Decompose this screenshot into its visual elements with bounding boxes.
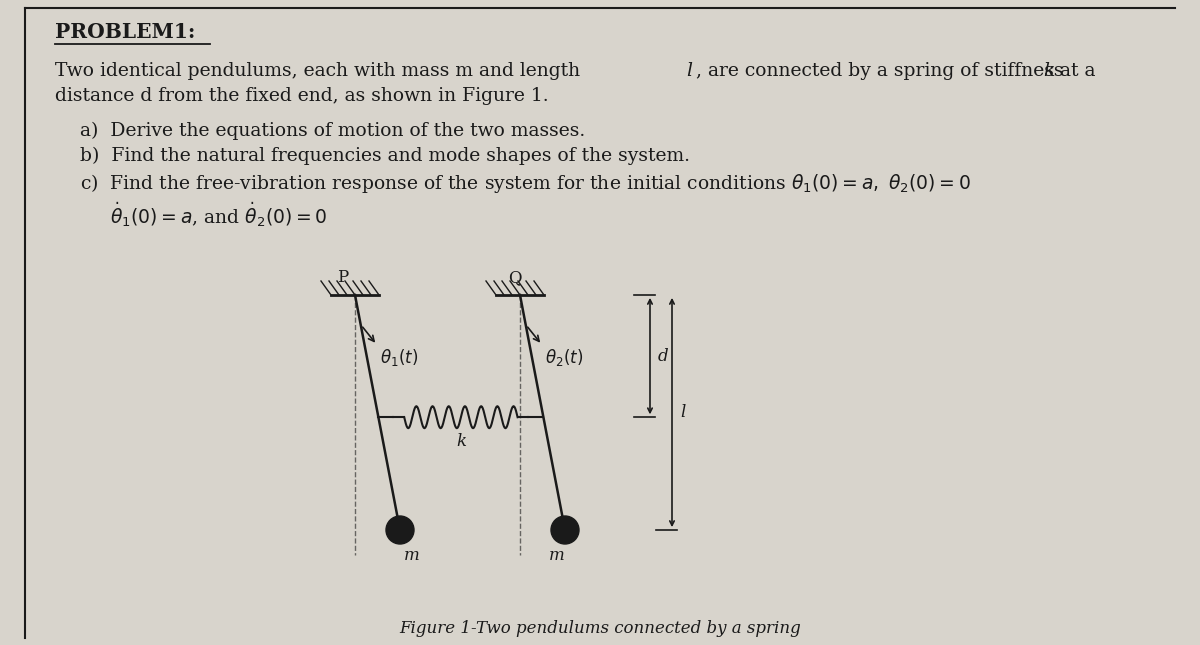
Text: l: l xyxy=(680,404,685,421)
Text: l: l xyxy=(686,62,692,80)
Text: PROBLEM1:: PROBLEM1: xyxy=(55,22,196,42)
Text: k: k xyxy=(1043,62,1055,80)
Text: at a: at a xyxy=(1054,62,1096,80)
Text: Figure 1-Two pendulums connected by a spring: Figure 1-Two pendulums connected by a sp… xyxy=(400,620,800,637)
Text: Q: Q xyxy=(508,269,522,286)
Text: , are connected by a spring of stiffness: , are connected by a spring of stiffness xyxy=(696,62,1069,80)
Text: $\theta_2(t)$: $\theta_2(t)$ xyxy=(545,347,583,368)
Text: P: P xyxy=(337,269,348,286)
Text: k: k xyxy=(456,433,466,450)
Text: m: m xyxy=(550,547,565,564)
Text: m: m xyxy=(404,547,420,564)
Circle shape xyxy=(551,516,580,544)
Text: a)  Derive the equations of motion of the two masses.: a) Derive the equations of motion of the… xyxy=(80,122,586,140)
Text: d: d xyxy=(658,348,668,364)
Text: distance d from the fixed end, as shown in Figure 1.: distance d from the fixed end, as shown … xyxy=(55,87,548,105)
Text: $\theta_1(t)$: $\theta_1(t)$ xyxy=(380,347,418,368)
Text: $\dot{\theta}_1(0) = a$, and $\dot{\theta}_2(0) = 0$: $\dot{\theta}_1(0) = a$, and $\dot{\thet… xyxy=(110,200,328,229)
Text: Two identical pendulums, each with mass m and length: Two identical pendulums, each with mass … xyxy=(55,62,586,80)
Text: c)  Find the free-vibration response of the system for the initial conditions $\: c) Find the free-vibration response of t… xyxy=(80,172,971,195)
Text: b)  Find the natural frequencies and mode shapes of the system.: b) Find the natural frequencies and mode… xyxy=(80,147,690,165)
Circle shape xyxy=(386,516,414,544)
